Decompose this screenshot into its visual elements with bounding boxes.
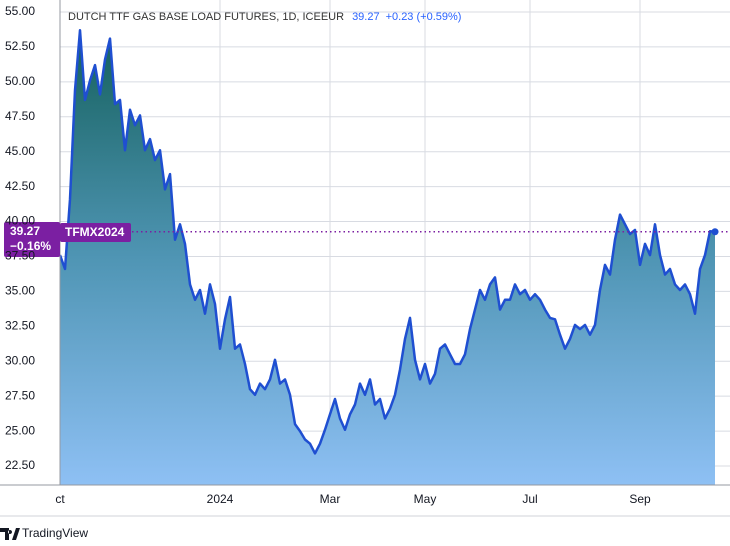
y-tick-label: 25.00 xyxy=(5,423,35,437)
badge-box xyxy=(4,222,60,257)
y-tick-label: 50.00 xyxy=(5,74,35,88)
chart-title: DUTCH TTF GAS BASE LOAD FUTURES, 1D, ICE… xyxy=(68,11,344,23)
x-tick-label: 2024 xyxy=(207,492,234,506)
x-tick-label: May xyxy=(414,492,437,506)
badge-symbol: TFMX2024 xyxy=(65,225,125,239)
y-tick-label: 35.00 xyxy=(5,284,35,298)
last-price: 39.27 xyxy=(352,11,380,23)
x-tick-label: ct xyxy=(55,492,65,506)
area xyxy=(60,30,715,485)
footer-brand: TradingView xyxy=(22,526,88,540)
y-tick-label: 22.50 xyxy=(5,458,35,472)
y-tick-label: 30.00 xyxy=(5,353,35,367)
x-tick-label: Mar xyxy=(320,492,341,506)
symbol-box xyxy=(60,223,131,242)
badge-change: −0.16% xyxy=(10,239,51,253)
y-tick-label: 45.00 xyxy=(5,144,35,158)
y-tick-label: 27.50 xyxy=(5,388,35,402)
last-point xyxy=(711,228,719,236)
y-tick-label: 32.50 xyxy=(5,318,35,332)
logo xyxy=(0,528,20,540)
y-tick-label: 55.00 xyxy=(5,4,35,18)
badge-price: 39.27 xyxy=(10,224,40,238)
y-tick-label: 52.50 xyxy=(5,39,35,53)
line xyxy=(58,28,716,455)
x-tick-label: Jul xyxy=(522,492,537,506)
x-tick-label: Sep xyxy=(629,492,651,506)
logo-mark xyxy=(0,528,20,540)
price-badge: 39.27 −0.16% TFMX2024 xyxy=(4,222,131,257)
y-tick-label: 40.00 xyxy=(5,214,35,228)
y-tick-label: 42.50 xyxy=(5,179,35,193)
y-tick-label: 37.50 xyxy=(5,249,35,263)
y-tick-label: 47.50 xyxy=(5,109,35,123)
price-change: +0.23 (+0.59%) xyxy=(386,11,462,23)
